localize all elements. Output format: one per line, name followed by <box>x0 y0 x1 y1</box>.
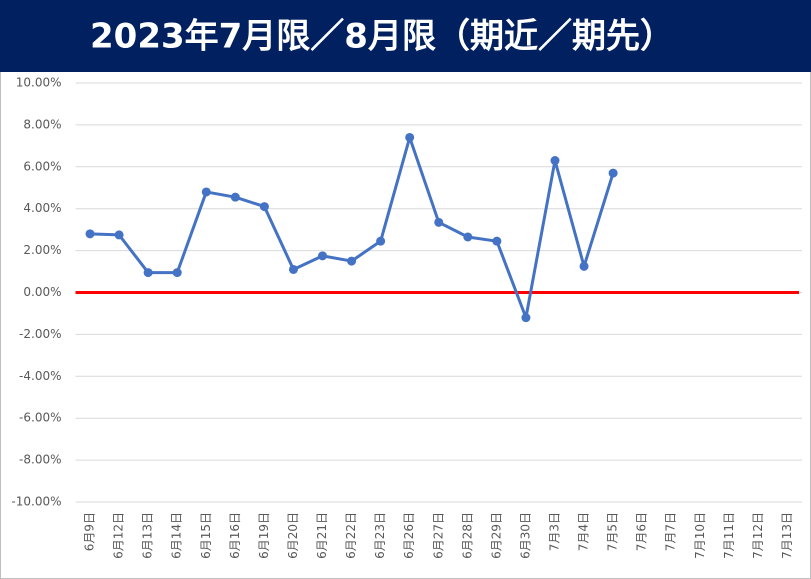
x-tick-label: 6月26日 <box>402 512 416 559</box>
point <box>318 251 328 261</box>
x-tick-label: 7月3日 <box>547 512 561 551</box>
y-tick-label: 6.00% <box>23 159 61 173</box>
x-tick-label: 6月23日 <box>373 512 387 559</box>
y-tick-label: -2.00% <box>19 327 61 341</box>
x-tick-label: 6月16日 <box>228 512 242 559</box>
x-tick-label: 6月15日 <box>199 512 213 559</box>
chart-title: 2023年7月限／8月限（期近／期先） <box>90 17 674 57</box>
point <box>405 132 415 142</box>
point <box>579 261 589 271</box>
x-tick-label: 7月10日 <box>693 512 707 559</box>
x-tick-label: 6月14日 <box>170 512 184 559</box>
y-tick-label: -4.00% <box>19 369 61 383</box>
x-tick-label: 6月21日 <box>315 512 329 559</box>
point <box>550 156 560 166</box>
x-tick-label: 6月30日 <box>518 512 532 559</box>
y-tick-label: -8.00% <box>19 453 61 467</box>
point <box>230 192 240 202</box>
y-tick-label: -10.00% <box>11 495 61 509</box>
x-tick-label: 6月22日 <box>344 512 358 559</box>
point <box>259 202 269 212</box>
point <box>376 236 386 246</box>
point <box>434 217 444 227</box>
x-tick-label: 7月5日 <box>606 512 620 551</box>
x-tick-label: 6月9日 <box>83 512 97 551</box>
x-tick-label: 6月13日 <box>141 512 155 559</box>
x-tick-label: 7月12日 <box>751 512 765 559</box>
point <box>288 264 298 274</box>
point <box>201 187 211 197</box>
point <box>143 268 153 278</box>
y-tick-label: 4.00% <box>23 201 61 215</box>
x-tick-label: 6月12日 <box>112 512 126 559</box>
x-tick-label: 6月28日 <box>460 512 474 559</box>
title-banner <box>0 0 811 72</box>
point <box>463 232 473 242</box>
y-tick-label: 0.00% <box>23 285 61 299</box>
y-tick-label: -6.00% <box>19 411 61 425</box>
point <box>347 256 357 266</box>
x-tick-label: 6月29日 <box>489 512 503 559</box>
x-tick-label: 7月13日 <box>780 512 794 559</box>
point <box>521 313 531 323</box>
y-tick-label: 10.00% <box>16 76 62 90</box>
point <box>85 229 95 239</box>
x-tick-label: 7月7日 <box>664 512 678 551</box>
point <box>608 168 618 178</box>
x-tick-label: 7月11日 <box>722 512 736 559</box>
point <box>492 236 502 246</box>
point <box>172 268 182 278</box>
x-tick-label: 6月20日 <box>286 512 300 559</box>
x-tick-label: 6月27日 <box>431 512 445 559</box>
x-tick-label: 6月19日 <box>257 512 271 559</box>
y-tick-label: 8.00% <box>23 117 61 131</box>
x-tick-label: 7月6日 <box>635 512 649 551</box>
x-tick-label: 7月4日 <box>577 512 591 551</box>
point <box>114 230 124 240</box>
y-tick-label: 2.00% <box>23 243 61 257</box>
